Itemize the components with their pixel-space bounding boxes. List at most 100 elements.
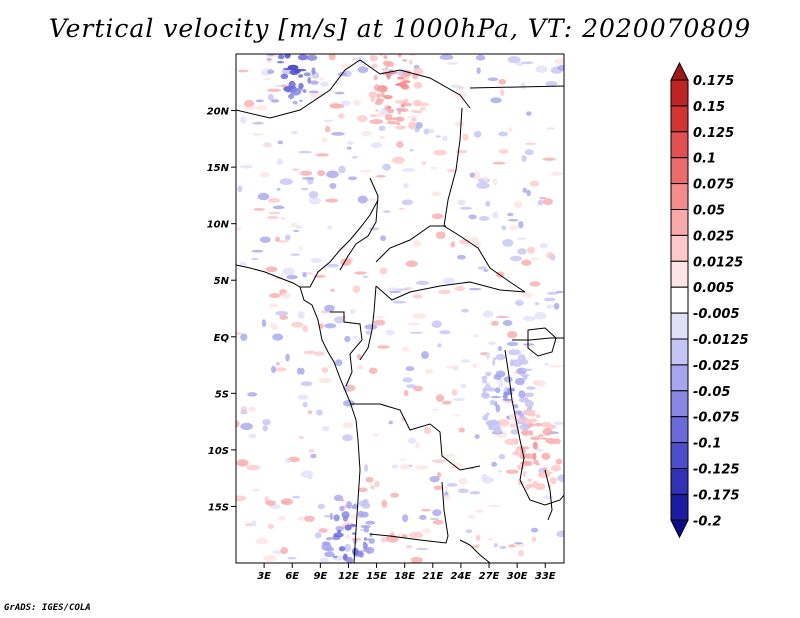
field-speckle <box>285 353 290 362</box>
field-speckle <box>431 459 446 464</box>
field-speckle <box>442 277 456 285</box>
field-speckle <box>535 65 548 73</box>
field-feature-rift-valley-descent <box>549 477 557 483</box>
field-speckle <box>454 121 465 127</box>
field-speckle <box>451 462 463 470</box>
field-speckle <box>267 88 281 92</box>
lake-malawi <box>544 469 553 521</box>
field-speckle <box>424 369 434 374</box>
field-speckle <box>473 130 482 138</box>
field-speckle <box>248 433 257 439</box>
field-speckle <box>236 459 249 467</box>
field-speckle <box>280 216 286 221</box>
field-feature-strong-descent-sahara <box>383 55 388 60</box>
field-speckle <box>236 420 240 428</box>
field-speckle <box>344 335 351 343</box>
x-tick-label: 18E <box>394 571 415 582</box>
field-speckle <box>530 527 539 533</box>
field-speckle <box>298 150 312 154</box>
field-feature-rift-valley-ascent <box>520 373 530 377</box>
field-speckle <box>469 490 481 495</box>
field-speckle <box>507 55 521 64</box>
field-speckle <box>318 377 332 384</box>
field-speckle <box>402 514 409 523</box>
field-feature-strong-ascent-west-africa <box>267 58 272 61</box>
field-speckle <box>324 304 335 312</box>
field-speckle <box>352 285 361 293</box>
field-speckle <box>240 333 248 341</box>
field-speckle <box>364 464 369 472</box>
field-speckle <box>543 297 556 302</box>
field-feature-rift-valley-ascent <box>485 352 490 360</box>
field-speckle <box>421 351 429 360</box>
field-feature-strong-ascent-west-africa <box>276 33 286 38</box>
field-speckle <box>298 245 303 251</box>
field-speckle <box>419 514 427 521</box>
field-speckle <box>518 549 524 557</box>
field-feature-strong-ascent-west-africa <box>292 34 300 38</box>
field-feature-strong-descent-sahara <box>387 105 392 109</box>
field-feature-strong-ascent-west-africa <box>268 93 274 101</box>
field-speckle <box>443 485 448 493</box>
field-speckle <box>474 509 484 513</box>
field-feature-rift-valley-ascent <box>490 395 502 399</box>
field-feature-strong-ascent-west-africa <box>287 93 295 100</box>
field-feature-strong-ascent-west-africa <box>276 29 286 31</box>
field-speckle <box>482 310 494 318</box>
colorbar-swatch <box>670 442 689 470</box>
field-speckle <box>292 229 300 232</box>
field-speckle <box>371 142 383 149</box>
field-feature-rift-valley-ascent <box>518 397 530 403</box>
field-speckle <box>492 211 499 219</box>
field-speckle <box>335 525 345 532</box>
colorbar-label: -0.175 <box>693 488 740 503</box>
field-speckle <box>344 543 352 552</box>
colorbar-label: 0.15 <box>693 100 725 115</box>
field-speckle <box>497 346 503 352</box>
field-speckle <box>501 225 507 231</box>
field-speckle <box>277 140 284 145</box>
field-feature-namibia-coast-ascent <box>352 547 359 556</box>
field-speckle <box>352 156 358 159</box>
field-feature-rift-valley-descent <box>523 446 530 450</box>
field-speckle <box>306 272 313 275</box>
lake-victoria <box>527 327 557 357</box>
field-speckle <box>251 488 260 492</box>
field-speckle <box>473 241 482 249</box>
field-feature-namibia-coast-ascent <box>332 555 338 559</box>
field-feature-strong-ascent-west-africa <box>282 67 294 71</box>
field-speckle <box>459 238 471 245</box>
field-speckle <box>507 349 521 356</box>
field-feature-strong-descent-sahara <box>408 54 417 56</box>
field-feature-namibia-coast-ascent <box>325 536 333 541</box>
field-feature-namibia-coast-ascent <box>333 532 344 538</box>
field-feature-namibia-coast-ascent <box>323 541 331 546</box>
field-speckle <box>302 401 308 408</box>
field-speckle <box>344 534 351 539</box>
field-feature-rift-valley-descent <box>525 484 530 491</box>
field-speckle <box>542 198 553 206</box>
field-feature-rift-valley-descent <box>520 430 530 435</box>
field-speckle <box>380 536 388 543</box>
field-speckle <box>307 410 313 415</box>
field-feature-namibia-coast-ascent <box>329 512 334 520</box>
field-speckle <box>275 361 280 366</box>
field-feature-strong-descent-sahara <box>373 74 378 81</box>
field-feature-rift-valley-descent <box>532 452 537 461</box>
field-speckle <box>521 155 527 163</box>
field-speckle <box>382 210 391 213</box>
colorbar-swatch <box>670 131 689 159</box>
field-speckle <box>313 351 325 356</box>
field-speckle <box>527 246 536 254</box>
field-speckle <box>510 255 522 262</box>
field-speckle <box>321 367 329 373</box>
field-feature-strong-descent-sahara <box>413 99 422 107</box>
field-feature-rift-valley-descent <box>531 418 538 423</box>
x-tick-label: 24E <box>451 571 472 582</box>
field-feature-strong-ascent-west-africa <box>306 54 318 61</box>
field-speckle <box>460 359 471 363</box>
field-feature-rift-valley-ascent <box>494 387 501 394</box>
field-feature-rift-valley-ascent <box>485 412 490 416</box>
field-feature-strong-ascent-west-africa <box>308 90 319 94</box>
field-speckle <box>301 177 315 180</box>
